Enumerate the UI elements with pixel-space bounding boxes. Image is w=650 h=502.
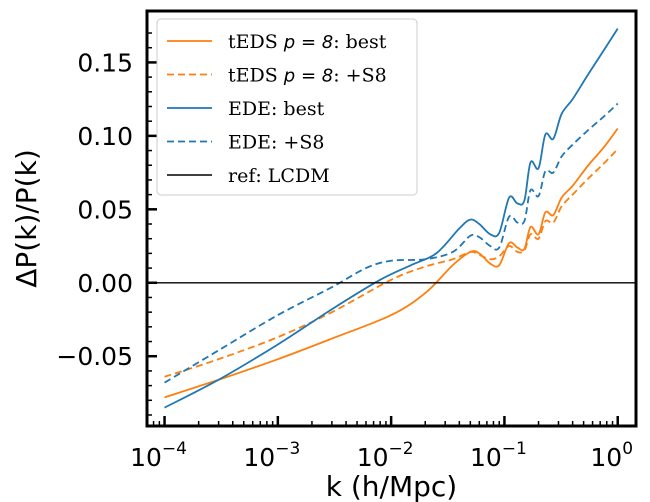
legend-label-ede-s8: EDE: +S8: [228, 132, 324, 154]
series-line-teds-p-8-best: [164, 127, 619, 399]
legend: tEDS p = 8: best tEDS p = 8: +S8 EDE: best…: [156, 18, 418, 196]
x-tick-label: 10−2: [357, 439, 414, 472]
legend-label-teds-p-8-s8: tEDS p = 8: +S8: [228, 65, 387, 87]
legend-label-ref-lcdm: ref: LCDM: [228, 165, 330, 187]
plot-frame: [145, 9, 638, 428]
plot-lines: [147, 28, 636, 409]
y-tick-label: 0.05: [77, 195, 133, 224]
legend-box: [156, 18, 418, 196]
y-tick-label: 0.15: [77, 48, 133, 77]
x-tick-label: 10−1: [470, 439, 527, 472]
series-line-ede-s8: [164, 102, 619, 384]
legend-label-ede-best: EDE: best: [228, 98, 325, 120]
y-axis-ticks: 0.15 0.10 0.05 0.00 −0.05: [56, 32, 157, 416]
series-line-teds-p-8-s8: [164, 148, 619, 378]
y-tick-label: 0.00: [77, 269, 133, 298]
x-tick-label: 100: [590, 439, 633, 472]
y-tick-label: 0.10: [77, 122, 133, 151]
y-axis-label: ΔP(k)/P(k): [10, 149, 43, 287]
x-axis-ticks: 10−4 10−3 10−2 10−1 100: [130, 416, 633, 472]
x-axis-label: k (h/Mpc): [326, 470, 457, 502]
x-tick-label: 10−4: [130, 439, 187, 472]
x-tick-label: 10−3: [243, 439, 300, 472]
series-line-ede-best: [164, 28, 619, 409]
y-tick-label: −0.05: [56, 342, 133, 371]
legend-label-teds-p-8-best: tEDS p = 8: best: [228, 31, 387, 53]
